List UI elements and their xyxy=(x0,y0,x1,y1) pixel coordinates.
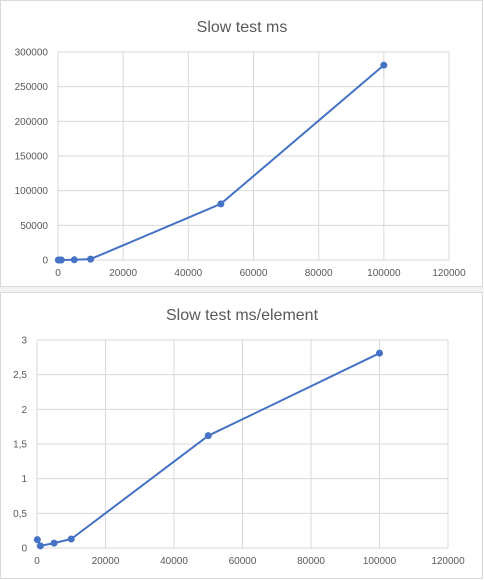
data-point xyxy=(70,256,78,264)
data-point xyxy=(87,255,95,263)
y-tick-label: 250000 xyxy=(15,82,49,93)
y-tick-label: 150000 xyxy=(15,152,49,163)
data-point xyxy=(36,542,44,550)
series-line xyxy=(58,64,385,261)
data-point xyxy=(217,200,225,208)
x-tick-label: 80000 xyxy=(305,268,333,279)
chart-svg-ms: Slow test ms 050000100000150000200000250… xyxy=(15,19,466,279)
data-point xyxy=(380,61,388,69)
x-tick-label: 0 xyxy=(55,268,61,279)
y-tick-label: 0 xyxy=(42,256,48,267)
y-tick-label: 50000 xyxy=(20,221,48,232)
y-tick-label: 100000 xyxy=(15,186,49,197)
chart-svg-ms-per-element: Slow test ms/element 0 0,5 1 1,5 2 2,5 3 0 20000… xyxy=(13,307,465,567)
x-tick-label: 40000 xyxy=(174,268,202,279)
y-tick-label: 1,5 xyxy=(13,440,27,451)
y-tick-label: 0,5 xyxy=(13,509,27,520)
x-tick-label: 60000 xyxy=(240,268,268,279)
data-point xyxy=(57,256,65,264)
x-tick-label: 120000 xyxy=(431,556,465,567)
data-point xyxy=(67,535,75,543)
chart-title: Slow test ms xyxy=(197,19,288,36)
data-point xyxy=(204,432,212,440)
chart-divider xyxy=(0,287,484,292)
x-tick-label: 60000 xyxy=(229,556,257,567)
x-tick-label: 20000 xyxy=(92,556,120,567)
y-tick-label: 1 xyxy=(21,474,27,485)
data-point xyxy=(33,536,41,544)
x-tick-label: 100000 xyxy=(367,268,401,279)
x-tick-label: 80000 xyxy=(297,556,325,567)
data-point xyxy=(50,539,58,547)
chart-title: Slow test ms/element xyxy=(166,307,319,324)
y-tick-label: 0 xyxy=(21,544,27,555)
y-tick-label: 2 xyxy=(21,405,27,416)
x-tick-label: 40000 xyxy=(160,556,188,567)
y-tick-label: 300000 xyxy=(15,48,49,59)
chart-panel-ms: Slow test ms 0 50000 100000 150000 200000 250… xyxy=(0,0,483,287)
x-tick-label: 120000 xyxy=(432,268,466,279)
series-line xyxy=(36,352,380,547)
data-point xyxy=(376,349,383,357)
y-tick-label: 3 xyxy=(21,336,27,347)
y-tick-label: 2,5 xyxy=(13,370,27,381)
x-tick-label: 100000 xyxy=(363,556,397,567)
chart-panel-ms-per-element: Slow test ms/element 0 0,5 1 1,5 2 2,5 3 0 20000… xyxy=(0,292,483,579)
y-tick-label: 200000 xyxy=(15,117,49,128)
x-tick-label: 0 xyxy=(34,556,40,567)
x-tick-label: 20000 xyxy=(109,268,137,279)
